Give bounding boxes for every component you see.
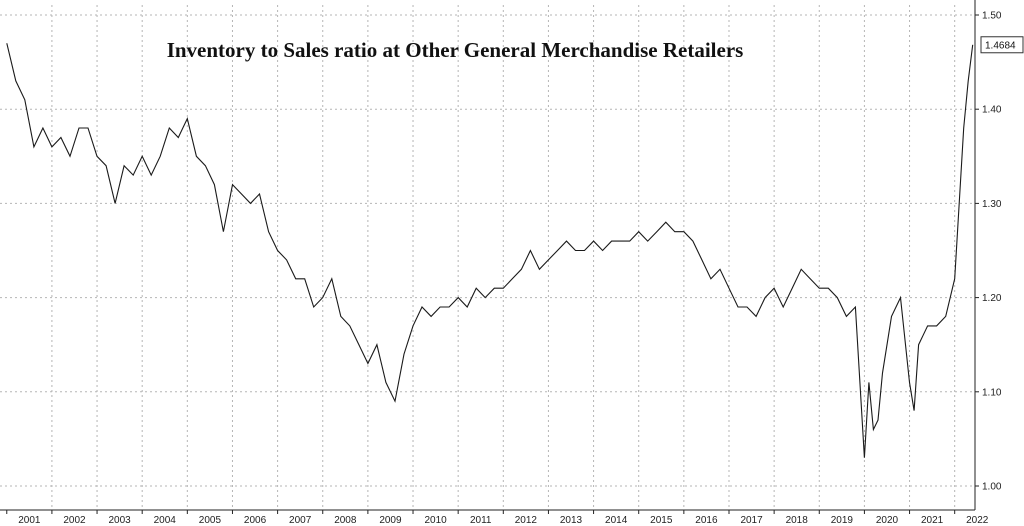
y-tick-label: 1.50 (982, 11, 1002, 22)
series-line (6, 43, 974, 458)
x-tick-label: 2006 (244, 515, 267, 526)
x-tick-label: 2012 (515, 515, 538, 526)
x-tick-label: 2011 (470, 515, 492, 526)
x-tick-label: 2016 (695, 515, 718, 526)
x-tick-label: 2010 (424, 515, 447, 526)
x-tick-label: 2002 (63, 515, 86, 526)
x-tick-label: 2004 (154, 515, 177, 526)
y-tick-label: 1.20 (982, 293, 1002, 304)
x-tick-label: 2018 (786, 515, 809, 526)
x-tick-label: 2020 (876, 515, 899, 526)
x-tick-label: 2014 (605, 515, 628, 526)
x-tick-label: 2013 (560, 515, 583, 526)
y-tick-label: 1.40 (982, 105, 1002, 116)
x-tick-label: 2001 (18, 515, 41, 526)
x-tick-label: 2019 (831, 515, 854, 526)
y-tick-label: 1.30 (982, 199, 1002, 210)
last-value-label: 1.4684 (985, 40, 1016, 51)
series-layer (6, 43, 974, 458)
x-tick-label: 2017 (740, 515, 763, 526)
x-tick-label: 2009 (379, 515, 402, 526)
last-value-marker: 1.4684 (980, 36, 1024, 54)
x-tick-label: 2005 (199, 515, 222, 526)
last-value-box (980, 36, 1024, 54)
x-tick-label: 2003 (108, 515, 131, 526)
x-tick-label: 2007 (289, 515, 312, 526)
x-tick-label: 2021 (921, 515, 944, 526)
x-axis-ticks: 2001 2002 2003 2004 2005 2006 2007 2008 2009 2010… (6, 510, 989, 526)
y-axis-ticks: 1.00 1.10 1.20 1.30 1.40 1.50 (975, 11, 1002, 493)
x-tick-label: 2015 (650, 515, 673, 526)
chart-title: Inventory to Sales ratio at Other Genera… (167, 38, 744, 62)
x-tick-label: 2022 (966, 515, 989, 526)
grid-layer (0, 5, 975, 510)
y-tick-label: 1.00 (982, 482, 1002, 493)
y-tick-label: 1.10 (982, 387, 1002, 398)
x-tick-label: 2008 (334, 515, 357, 526)
